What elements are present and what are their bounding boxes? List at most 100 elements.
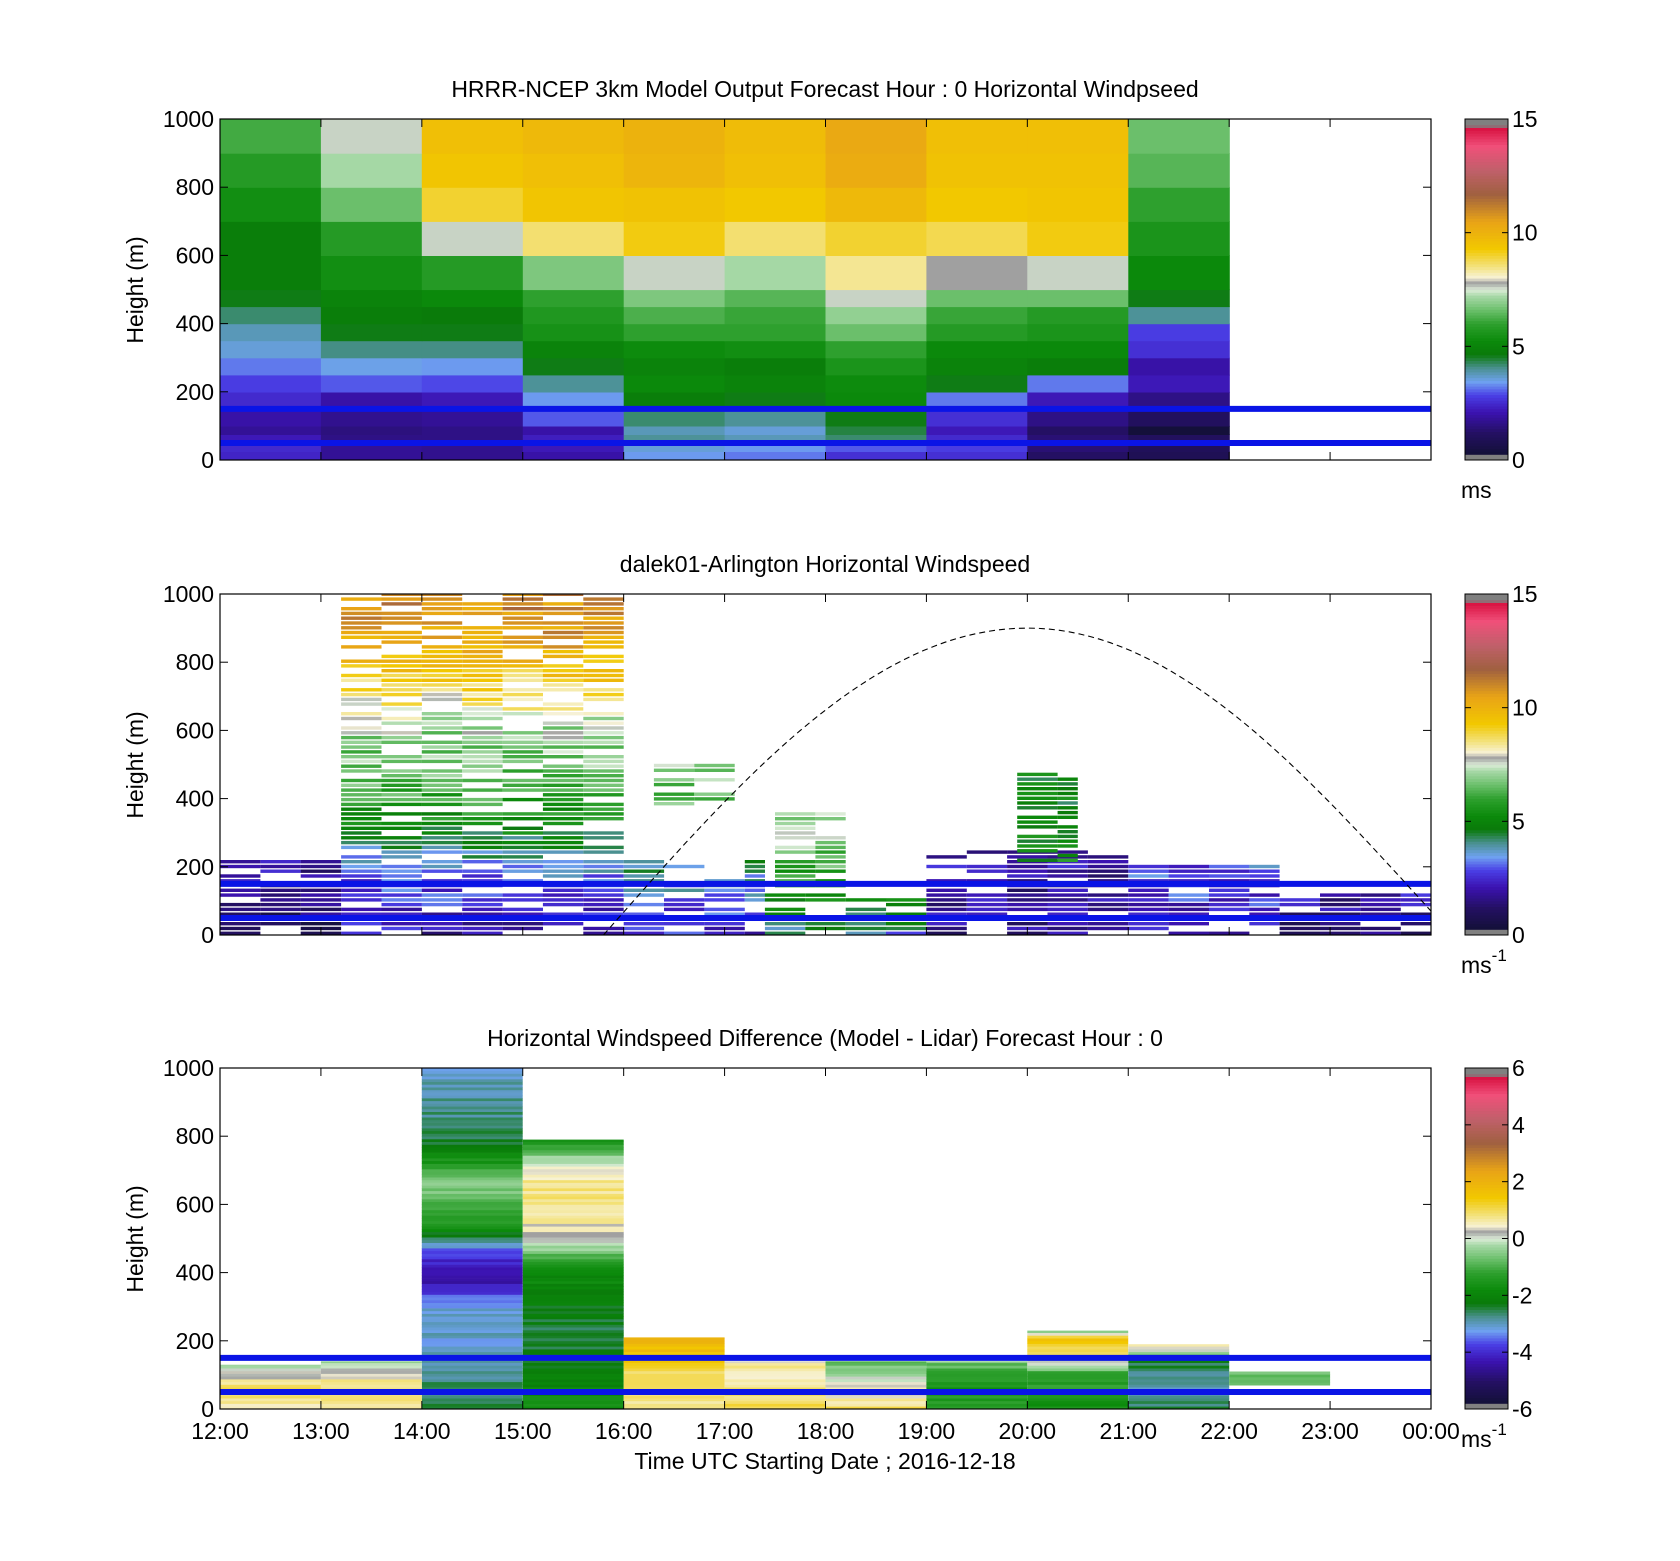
colorbar-segment bbox=[1465, 719, 1508, 723]
heat-cell bbox=[1249, 874, 1280, 878]
heat-cell bbox=[704, 922, 745, 926]
colorbar-segment bbox=[1465, 175, 1508, 180]
x-tick-label: 18:00 bbox=[797, 1418, 855, 1444]
heat-cell bbox=[1027, 1332, 1129, 1336]
colorbar-segment bbox=[1465, 164, 1508, 168]
heat-cell bbox=[825, 1365, 927, 1369]
heat-cell bbox=[583, 869, 624, 873]
colorbar-segment bbox=[1465, 653, 1508, 657]
heat-cell bbox=[1229, 1374, 1331, 1378]
heat-cell bbox=[1007, 879, 1048, 883]
colorbar-segment bbox=[1465, 417, 1508, 421]
colorbar-segment bbox=[1465, 909, 1508, 913]
heat-cell bbox=[623, 1362, 725, 1366]
heat-cell bbox=[623, 1384, 725, 1388]
heat-cell bbox=[381, 759, 422, 764]
heat-cell bbox=[522, 1376, 624, 1380]
heat-cell bbox=[522, 1400, 624, 1404]
heat-cell bbox=[220, 1384, 321, 1388]
heat-cell bbox=[462, 850, 503, 854]
heat-cell bbox=[825, 1379, 927, 1383]
y-tick-label: 200 bbox=[176, 1328, 214, 1354]
colorbar-segment bbox=[1465, 869, 1508, 873]
colorbar-segment bbox=[1465, 875, 1508, 879]
heat-cell bbox=[502, 778, 543, 783]
heat-cell bbox=[825, 357, 927, 376]
heat-cell bbox=[522, 1218, 624, 1222]
colorbar-segment bbox=[1465, 721, 1508, 726]
heat-cell bbox=[724, 374, 827, 393]
colorbar-segment bbox=[1465, 1068, 1508, 1072]
colorbar-segment bbox=[1465, 693, 1508, 697]
heat-cell bbox=[421, 860, 463, 864]
y-tick-label: 400 bbox=[176, 1260, 214, 1286]
heat-cell bbox=[623, 221, 726, 256]
heat-cell bbox=[421, 1234, 523, 1238]
colorbar-segment bbox=[1465, 704, 1508, 709]
heat-cell bbox=[381, 716, 422, 721]
heat-cell bbox=[341, 597, 382, 601]
colorbar-segment bbox=[1465, 861, 1508, 865]
colorbar-tick-label: 0 bbox=[1512, 922, 1525, 948]
heat-cell bbox=[542, 888, 584, 892]
heat-cell bbox=[664, 864, 705, 869]
heat-cell bbox=[421, 645, 463, 649]
colorbar-segment bbox=[1465, 1144, 1508, 1148]
heat-cell bbox=[462, 907, 503, 912]
heat-cell bbox=[623, 442, 726, 452]
heat-cell bbox=[623, 869, 665, 873]
colorbar-segment bbox=[1465, 1363, 1508, 1367]
heat-cell bbox=[1128, 1344, 1230, 1347]
heat-cell bbox=[522, 1370, 624, 1374]
panel-lidar: dalek01-Arlington Horizontal Windspeed 0… bbox=[122, 551, 1538, 978]
heat-cell bbox=[341, 817, 382, 821]
heat-cell bbox=[522, 357, 625, 376]
heat-cell bbox=[320, 1398, 422, 1402]
heat-cell bbox=[623, 1349, 725, 1353]
heat-cell bbox=[1027, 408, 1129, 427]
heat-cell bbox=[926, 1365, 1028, 1369]
heat-cell bbox=[1047, 912, 1088, 916]
heat-cell bbox=[623, 1338, 725, 1342]
colorbar-segment bbox=[1465, 895, 1508, 899]
heat-cell bbox=[1249, 907, 1280, 912]
heat-cell bbox=[341, 922, 382, 926]
heat-cell bbox=[462, 836, 503, 840]
heat-cell bbox=[724, 1376, 826, 1380]
colorbar-segment bbox=[1465, 1366, 1508, 1370]
heat-cell bbox=[623, 1406, 725, 1409]
heat-cell bbox=[522, 1215, 624, 1219]
heat-cell bbox=[502, 907, 543, 912]
colorbar-segment bbox=[1465, 1215, 1508, 1220]
heat-cell bbox=[522, 1144, 624, 1148]
heat-cell bbox=[1168, 864, 1209, 869]
heat-cell bbox=[421, 434, 524, 444]
heat-cell bbox=[1128, 1368, 1230, 1372]
heat-cell bbox=[1087, 922, 1129, 926]
colorbar-segment bbox=[1465, 1133, 1508, 1137]
heat-cell bbox=[1007, 855, 1048, 859]
heat-cell bbox=[522, 1179, 624, 1183]
y-tick-label: 1000 bbox=[163, 106, 214, 132]
heat-cell bbox=[421, 1188, 523, 1192]
heat-cell bbox=[381, 850, 422, 854]
heat-cell bbox=[542, 812, 584, 816]
colorbar-segment bbox=[1465, 886, 1508, 890]
panel-diff-title: Horizontal Windspeed Difference (Model -… bbox=[487, 1025, 1163, 1051]
colorbar-segment bbox=[1465, 636, 1508, 640]
heat-cell bbox=[1027, 340, 1129, 359]
colorbar-segment bbox=[1465, 744, 1508, 748]
heat-cell bbox=[583, 759, 624, 764]
colorbar-segment bbox=[1465, 1397, 1508, 1401]
heat-cell bbox=[421, 1185, 523, 1189]
heat-cell bbox=[583, 692, 624, 697]
colorbar-segment bbox=[1465, 878, 1508, 882]
heat-cell bbox=[886, 898, 927, 902]
colorbar-segment bbox=[1465, 775, 1508, 780]
heat-cell bbox=[1027, 442, 1129, 452]
heat-cell bbox=[704, 907, 745, 912]
heat-cell bbox=[502, 607, 543, 611]
heat-cell bbox=[623, 1379, 725, 1383]
heat-cell bbox=[462, 649, 503, 654]
heat-cell bbox=[1027, 1406, 1129, 1409]
